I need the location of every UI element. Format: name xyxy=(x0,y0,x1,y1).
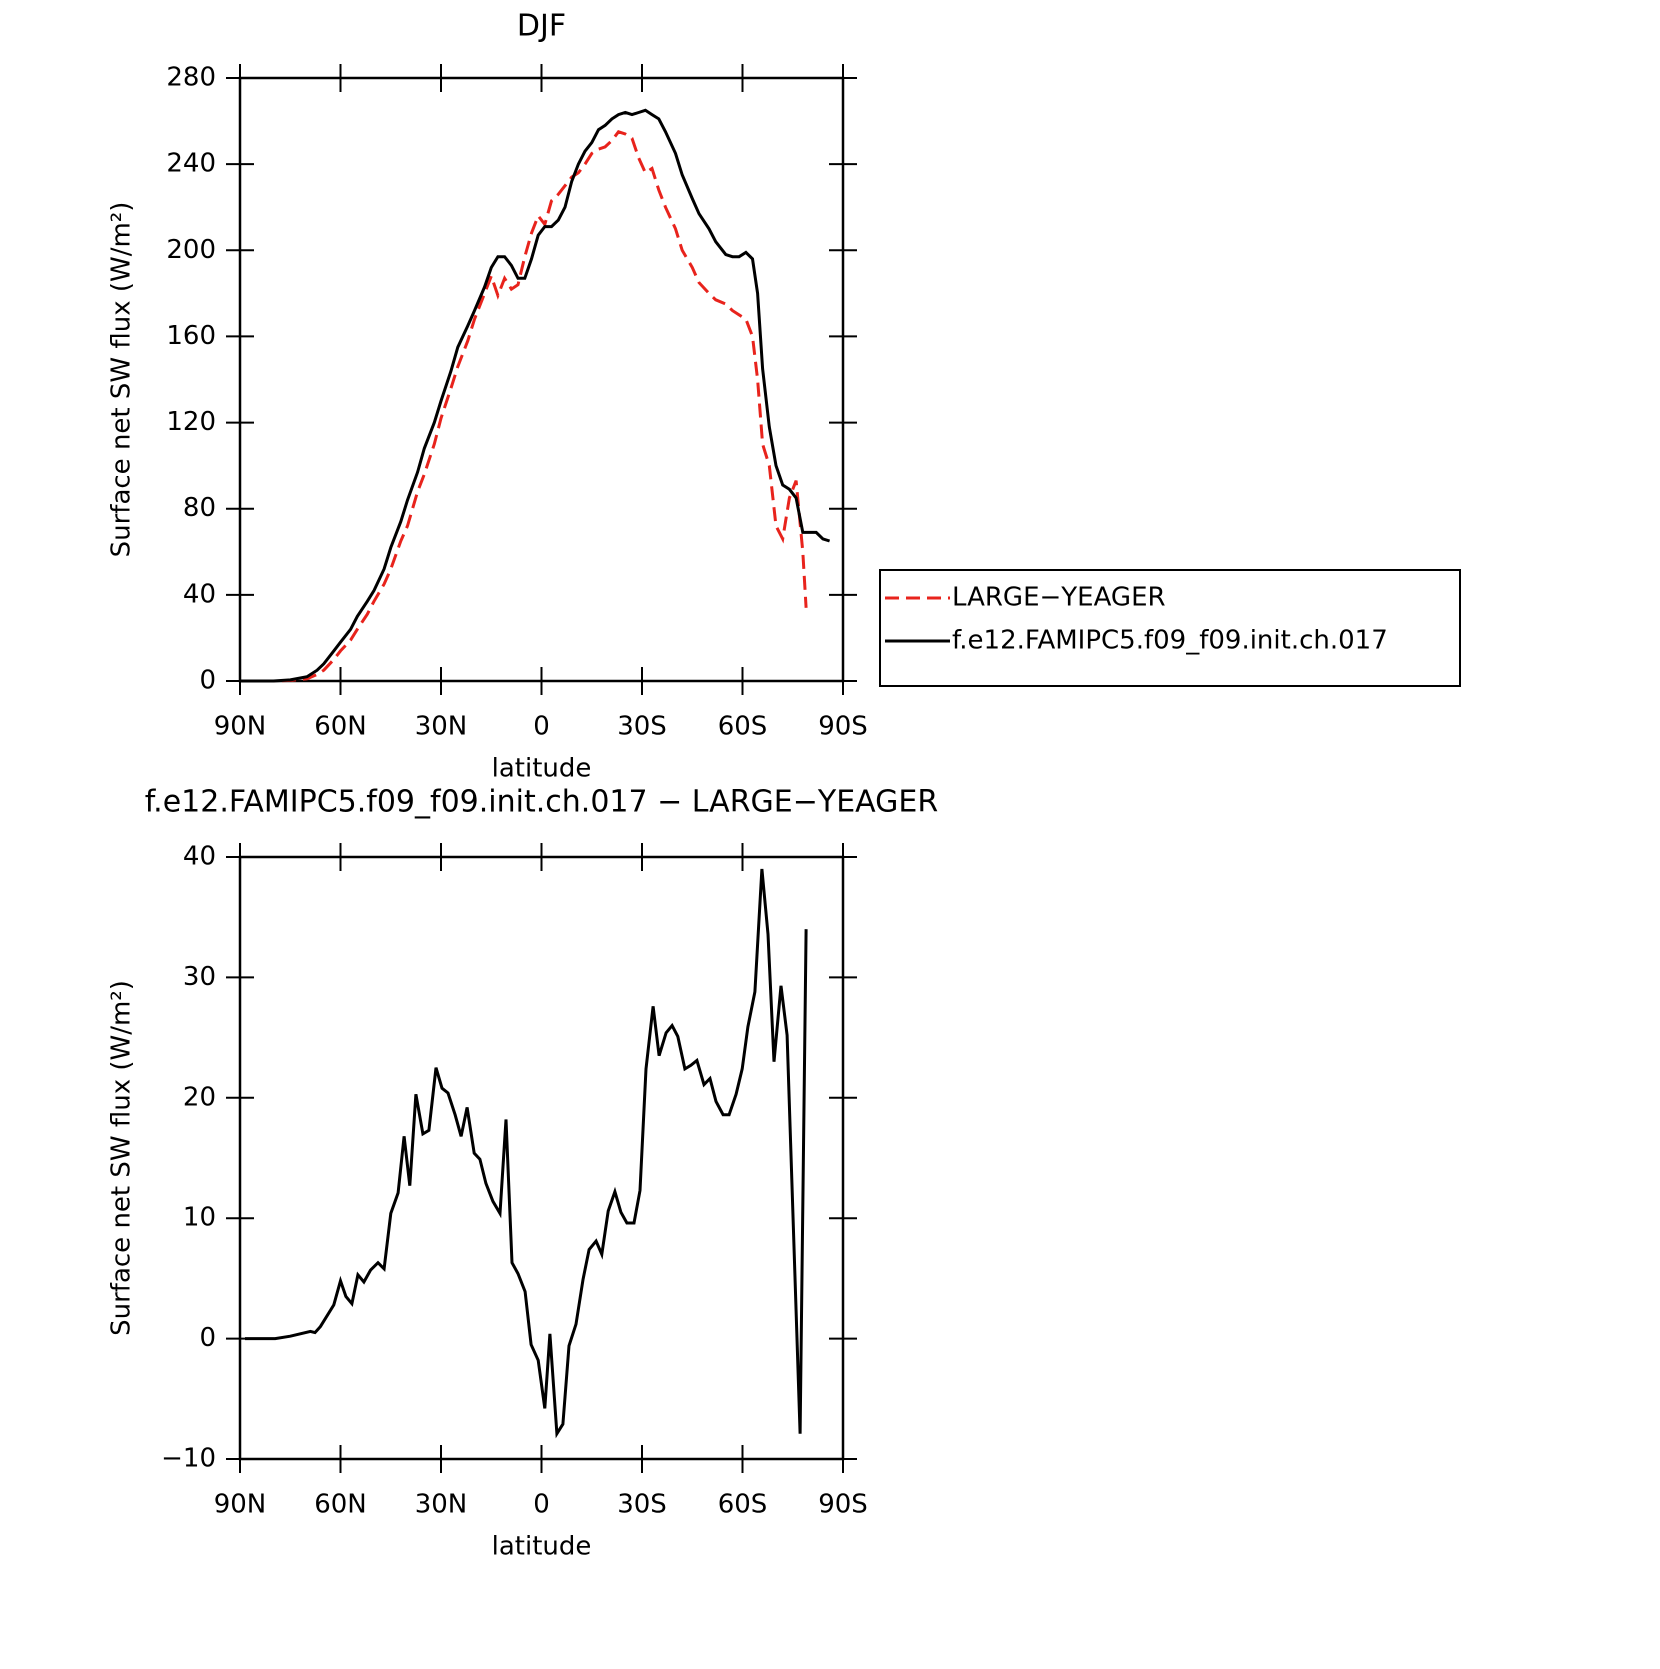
y-tick-label: 280 xyxy=(166,63,216,93)
y-tick-label: 20 xyxy=(183,1082,216,1112)
y-tick-label: 10 xyxy=(183,1203,216,1233)
x-tick-label: 90N xyxy=(214,1490,267,1520)
y-tick-label: 40 xyxy=(183,579,216,609)
y-tick-label: 200 xyxy=(166,235,216,265)
x-tick-label: 30N xyxy=(415,712,468,742)
y-tick-label: 80 xyxy=(183,493,216,523)
x-tick-label: 30S xyxy=(617,1490,667,1520)
y-axis-label: Surface net SW flux (W/m²) xyxy=(107,202,137,558)
x-tick-label: 30N xyxy=(415,1490,468,1520)
data-line xyxy=(240,108,831,683)
x-tick-label: 90S xyxy=(818,712,868,742)
x-tick-label: 60S xyxy=(718,712,768,742)
x-tick-label: 90S xyxy=(818,1490,868,1520)
plot-frame xyxy=(238,855,845,1461)
y-tick-label: 160 xyxy=(166,321,216,351)
y-tick-label: 30 xyxy=(183,962,216,992)
x-axis-label: latitude xyxy=(492,754,592,784)
chart-title: f.e12.FAMIPC5.f09_f09.init.ch.017 − LARG… xyxy=(145,785,938,820)
y-tick-label: 120 xyxy=(166,407,216,437)
legend-label: LARGE−YEAGER xyxy=(952,583,1166,613)
x-tick-label: 0 xyxy=(533,712,550,742)
y-tick-label: −10 xyxy=(161,1444,216,1474)
x-tick-label: 60N xyxy=(314,1490,367,1520)
y-axis-label: Surface net SW flux (W/m²) xyxy=(107,980,137,1336)
plot-frame xyxy=(238,76,845,683)
data-line xyxy=(240,130,808,683)
data-line xyxy=(245,868,808,1439)
x-tick-label: 60N xyxy=(314,712,367,742)
chart-title: DJF xyxy=(517,9,566,44)
x-tick-label: 90N xyxy=(214,712,267,742)
y-tick-label: 40 xyxy=(183,842,216,872)
legend-label: f.e12.FAMIPC5.f09_f09.init.ch.017 xyxy=(952,626,1388,656)
y-tick-label: 240 xyxy=(166,149,216,179)
x-tick-label: 60S xyxy=(718,1490,768,1520)
x-tick-label: 30S xyxy=(617,712,667,742)
y-tick-label: 0 xyxy=(199,666,216,696)
x-tick-label: 0 xyxy=(533,1490,550,1520)
x-axis-label: latitude xyxy=(492,1532,592,1562)
legend-box xyxy=(879,569,1461,687)
y-tick-label: 0 xyxy=(199,1323,216,1353)
